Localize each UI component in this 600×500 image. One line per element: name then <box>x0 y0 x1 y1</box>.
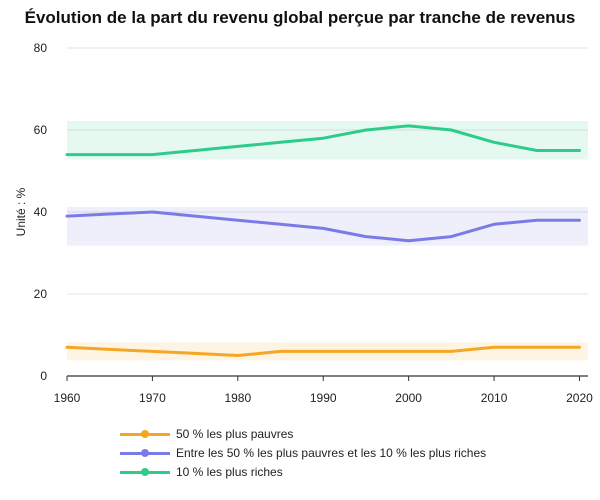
x-tick-label: 1970 <box>139 391 166 405</box>
series-line-2 <box>65 210 581 243</box>
series-line-1 <box>65 345 581 357</box>
legend-swatch <box>120 465 170 479</box>
legend-item[interactable]: 10 % les plus riches <box>120 462 486 481</box>
series-bands <box>67 120 588 361</box>
legend-item[interactable]: Entre les 50 % les plus pauvres et les 1… <box>120 443 486 462</box>
x-tick-label: 2010 <box>481 391 508 405</box>
legend-label: 10 % les plus riches <box>176 464 283 479</box>
series-line-3 <box>65 124 581 157</box>
legend-label: Entre les 50 % les plus pauvres et les 1… <box>176 445 487 460</box>
y-axis-label: Unité : % <box>14 187 28 236</box>
x-tick-label: 1960 <box>54 391 81 405</box>
grid-lines <box>67 47 588 295</box>
y-tick-label: 60 <box>34 123 48 137</box>
legend-label: 50 % les plus pauvres <box>176 426 294 441</box>
x-tick-label: 2000 <box>395 391 422 405</box>
axes: 0 20 40 60 80 1960 1970 1980 1990 2000 2010 2020 <box>34 41 593 405</box>
x-tick-label: 1990 <box>310 391 337 405</box>
y-tick-label: 20 <box>34 287 48 301</box>
y-tick-label: 0 <box>40 369 47 383</box>
x-tick-label: 1980 <box>224 391 251 405</box>
chart-title: Évolution de la part du revenu global pe… <box>24 8 576 27</box>
legend-swatch <box>120 427 170 441</box>
series-lines <box>65 124 581 357</box>
legend: 50 % les plus pauvres Entre les 50 % les … <box>120 424 486 481</box>
y-tick-label: 40 <box>34 205 48 219</box>
legend-swatch <box>120 446 170 460</box>
legend-item[interactable]: 50 % les plus pauvres <box>120 424 486 443</box>
x-tick-label: 2020 <box>566 391 593 405</box>
y-tick-label: 80 <box>34 41 48 55</box>
